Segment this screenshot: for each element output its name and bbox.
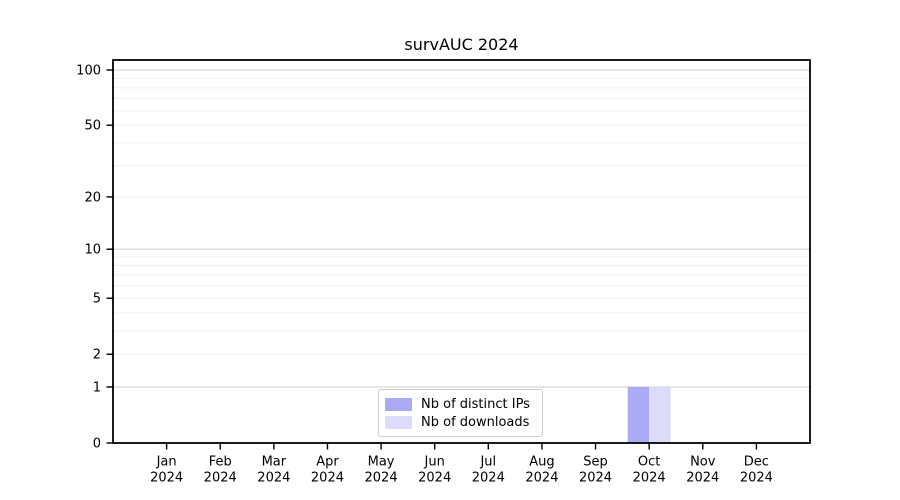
x-tick-label-month: Oct: [638, 455, 660, 470]
legend-label-downloads: Nb of downloads: [421, 414, 530, 430]
x-tick-label-year: 2024: [257, 471, 290, 486]
x-tick-label-month: Mar: [262, 455, 287, 470]
plot-border: [112, 59, 811, 444]
y-tick-label: 50: [84, 119, 101, 134]
bar-downloads: [649, 386, 671, 443]
x-tick-label-month: Sep: [583, 455, 608, 470]
x-tick-label-month: Jan: [156, 455, 177, 470]
y-tick-label: 0: [93, 437, 101, 452]
y-tick-label: 100: [76, 64, 101, 79]
y-tick-label: 10: [84, 243, 101, 258]
x-tick-label-year: 2024: [686, 471, 719, 486]
x-tick-label-month: Aug: [529, 455, 554, 470]
y-tick-label: 1: [93, 380, 101, 395]
x-tick-label-month: Nov: [690, 455, 716, 470]
x-tick-label-month: Apr: [316, 455, 339, 470]
x-tick-label-month: Jul: [479, 455, 496, 470]
legend: Nb of distinct IPs Nb of downloads: [378, 389, 543, 437]
legend-swatch-downloads: [385, 415, 412, 429]
y-tick-label: 2: [93, 348, 101, 363]
x-tick-label-month: May: [368, 455, 395, 470]
legend-item-downloads: Nb of downloads: [385, 413, 536, 431]
chart-title: survAUC 2024: [404, 35, 519, 54]
x-tick-label-month: Dec: [744, 455, 769, 470]
x-tick-label-year: 2024: [418, 471, 451, 486]
x-tick-label-year: 2024: [365, 471, 398, 486]
x-tick-label-year: 2024: [579, 471, 612, 486]
x-tick-label-year: 2024: [633, 471, 666, 486]
x-tick-label-year: 2024: [472, 471, 505, 486]
y-tick-label: 5: [93, 292, 101, 307]
legend-label-distinct-ips: Nb of distinct IPs: [421, 396, 530, 412]
bar-distinct-ips: [627, 386, 650, 443]
x-tick-label-year: 2024: [311, 471, 344, 486]
legend-swatch-distinct-ips: [385, 397, 412, 411]
x-tick-label-year: 2024: [204, 471, 237, 486]
x-tick-label-year: 2024: [525, 471, 558, 486]
x-tick-label-year: 2024: [740, 471, 773, 486]
x-tick-label-year: 2024: [150, 471, 183, 486]
x-tick-label-month: Jun: [424, 455, 445, 470]
x-tick-label-month: Feb: [209, 455, 232, 470]
legend-item-distinct-ips: Nb of distinct IPs: [385, 395, 536, 413]
y-tick-label: 20: [84, 190, 101, 205]
